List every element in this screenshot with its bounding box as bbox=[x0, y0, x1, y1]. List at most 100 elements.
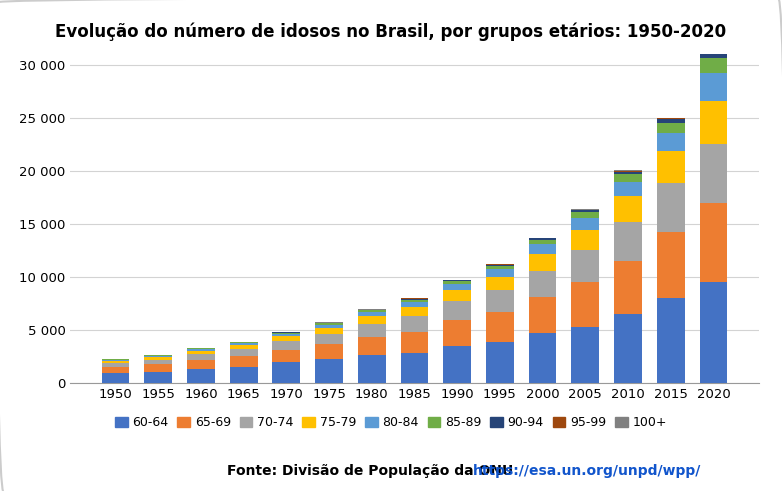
Bar bbox=[529, 333, 557, 383]
Bar bbox=[230, 345, 257, 349]
Bar bbox=[572, 327, 599, 383]
Bar bbox=[315, 344, 343, 359]
Bar bbox=[315, 325, 343, 328]
Bar bbox=[700, 282, 727, 383]
Bar bbox=[102, 361, 129, 363]
Bar bbox=[614, 171, 642, 174]
Bar bbox=[572, 210, 599, 212]
Bar bbox=[700, 144, 727, 203]
Bar bbox=[529, 238, 557, 240]
Bar bbox=[700, 51, 727, 53]
Bar bbox=[315, 359, 343, 383]
Bar bbox=[400, 307, 429, 316]
Bar bbox=[145, 355, 172, 357]
Bar bbox=[400, 300, 429, 302]
Bar bbox=[443, 280, 471, 281]
Bar bbox=[614, 174, 642, 182]
Bar bbox=[272, 334, 300, 336]
Bar bbox=[187, 354, 215, 360]
Text: Fonte: Divisão de População da ONU: Fonte: Divisão de População da ONU bbox=[227, 464, 518, 478]
Bar bbox=[529, 271, 557, 297]
Bar bbox=[657, 232, 684, 298]
Bar bbox=[443, 284, 471, 290]
Bar bbox=[443, 281, 471, 284]
Bar bbox=[145, 359, 172, 364]
Legend: 60-64, 65-69, 70-74, 75-79, 80-84, 85-89, 90-94, 95-99, 100+: 60-64, 65-69, 70-74, 75-79, 80-84, 85-89… bbox=[110, 411, 672, 435]
Bar bbox=[657, 119, 684, 123]
Bar bbox=[272, 362, 300, 383]
Bar bbox=[700, 73, 727, 101]
Bar bbox=[572, 250, 599, 282]
Bar bbox=[529, 245, 557, 254]
Bar bbox=[486, 277, 514, 290]
Bar bbox=[657, 151, 684, 184]
Bar bbox=[657, 184, 684, 232]
Bar bbox=[700, 53, 727, 58]
Bar bbox=[657, 133, 684, 151]
Bar bbox=[486, 312, 514, 342]
Bar bbox=[614, 221, 642, 261]
Bar bbox=[400, 302, 429, 307]
Bar bbox=[145, 357, 172, 359]
Bar bbox=[400, 316, 429, 331]
Bar bbox=[272, 350, 300, 362]
Text: Evolução do número de idosos no Brasil, por grupos etários: 1950-2020: Evolução do número de idosos no Brasil, … bbox=[56, 22, 726, 41]
Bar bbox=[358, 337, 386, 355]
Bar bbox=[614, 182, 642, 196]
Text: https://esa.un.org/unpd/wpp/: https://esa.un.org/unpd/wpp/ bbox=[473, 464, 701, 478]
Bar bbox=[230, 342, 257, 343]
Bar bbox=[187, 360, 215, 369]
Bar bbox=[400, 331, 429, 353]
Bar bbox=[700, 50, 727, 51]
Bar bbox=[529, 297, 557, 333]
Bar bbox=[614, 196, 642, 221]
Bar bbox=[486, 290, 514, 312]
Bar bbox=[657, 118, 684, 119]
Bar bbox=[230, 366, 257, 383]
Bar bbox=[145, 364, 172, 372]
Bar bbox=[529, 240, 557, 245]
Bar bbox=[443, 290, 471, 301]
Bar bbox=[272, 336, 300, 341]
Bar bbox=[102, 367, 129, 374]
Bar bbox=[572, 282, 599, 327]
Bar bbox=[315, 334, 343, 344]
Bar bbox=[657, 298, 684, 383]
Bar bbox=[272, 341, 300, 350]
Bar bbox=[657, 123, 684, 133]
Bar bbox=[315, 328, 343, 334]
Bar bbox=[529, 254, 557, 271]
Bar bbox=[230, 343, 257, 345]
Bar bbox=[443, 301, 471, 320]
Bar bbox=[145, 372, 172, 383]
Bar bbox=[358, 355, 386, 383]
Bar bbox=[230, 349, 257, 356]
Bar bbox=[614, 261, 642, 314]
Bar bbox=[358, 324, 386, 337]
Bar bbox=[272, 333, 300, 334]
Bar bbox=[572, 218, 599, 230]
Bar bbox=[443, 346, 471, 383]
Bar bbox=[230, 356, 257, 366]
Bar bbox=[486, 266, 514, 270]
Bar bbox=[700, 58, 727, 73]
Bar bbox=[443, 320, 471, 346]
Bar bbox=[400, 353, 429, 383]
Bar bbox=[400, 299, 429, 300]
Bar bbox=[614, 314, 642, 383]
Bar bbox=[358, 312, 386, 316]
Bar bbox=[187, 349, 215, 351]
Bar bbox=[700, 101, 727, 144]
Bar bbox=[187, 369, 215, 383]
Bar bbox=[572, 212, 599, 218]
Bar bbox=[486, 342, 514, 383]
Bar bbox=[358, 310, 386, 312]
Bar bbox=[102, 360, 129, 361]
Bar bbox=[486, 265, 514, 266]
Bar bbox=[187, 351, 215, 354]
Bar bbox=[572, 230, 599, 250]
Bar bbox=[486, 270, 514, 277]
Bar bbox=[102, 363, 129, 367]
Bar bbox=[102, 374, 129, 383]
Bar bbox=[358, 316, 386, 324]
